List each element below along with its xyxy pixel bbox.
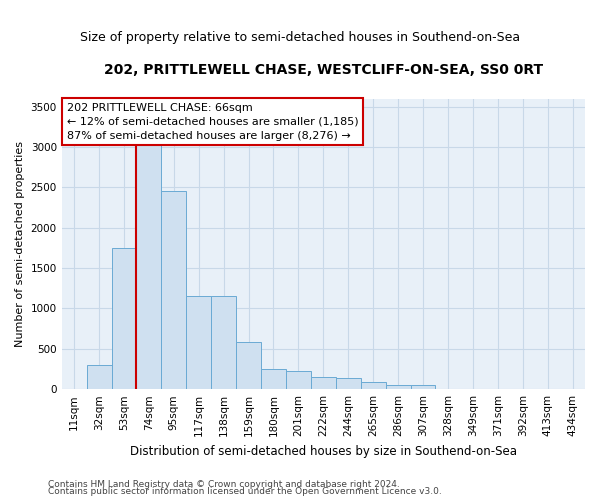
Bar: [311, 378, 336, 389]
Bar: [286, 370, 311, 389]
Bar: [161, 192, 186, 389]
Text: Contains HM Land Registry data © Crown copyright and database right 2024.: Contains HM Land Registry data © Crown c…: [48, 480, 400, 489]
Bar: [211, 296, 236, 389]
Y-axis label: Number of semi-detached properties: Number of semi-detached properties: [15, 141, 25, 347]
Bar: [136, 127, 161, 389]
Bar: [410, 385, 436, 389]
Text: Contains public sector information licensed under the Open Government Licence v3: Contains public sector information licen…: [48, 487, 442, 496]
Bar: [86, 365, 112, 389]
Bar: [112, 248, 136, 389]
Text: Size of property relative to semi-detached houses in Southend-on-Sea: Size of property relative to semi-detach…: [80, 31, 520, 44]
Bar: [336, 378, 361, 389]
Bar: [386, 385, 410, 389]
Bar: [361, 382, 386, 389]
Bar: [236, 342, 261, 389]
Title: 202, PRITTLEWELL CHASE, WESTCLIFF-ON-SEA, SS0 0RT: 202, PRITTLEWELL CHASE, WESTCLIFF-ON-SEA…: [104, 62, 543, 76]
X-axis label: Distribution of semi-detached houses by size in Southend-on-Sea: Distribution of semi-detached houses by …: [130, 444, 517, 458]
Bar: [261, 369, 286, 389]
Text: 202 PRITTLEWELL CHASE: 66sqm
← 12% of semi-detached houses are smaller (1,185)
8: 202 PRITTLEWELL CHASE: 66sqm ← 12% of se…: [67, 103, 359, 141]
Bar: [186, 296, 211, 389]
